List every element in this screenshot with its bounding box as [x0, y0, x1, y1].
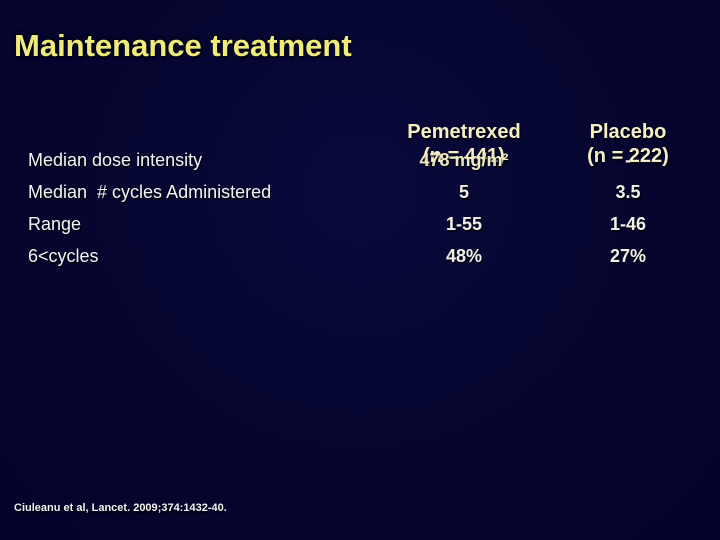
cell-pemetrexed-dose-intensity: 478 mg/m² [419, 150, 509, 170]
slide-title: Maintenance treatment [14, 28, 352, 63]
cell-pemetrexed-median-cycles: 5 [458, 182, 469, 202]
table-header-placebo: Placebo (n = 222) [548, 112, 708, 180]
column-header-n: (n = 222) [587, 145, 669, 167]
row-label-median-dose-intensity: Median dose intensity [28, 150, 203, 170]
cell-pemetrexed-six-plus-cycles: 48% [445, 246, 483, 266]
cell-placebo-dose-intensity: - [625, 150, 631, 170]
citation-text: Ciuleanu et al, Lancet. 2009;374:1432-40… [14, 502, 227, 514]
cell-pemetrexed-range: 1-55 [445, 214, 483, 234]
cell-placebo-median-cycles: 3.5 [615, 182, 641, 202]
row-label-six-plus-cycles: 6<cycles [28, 246, 99, 266]
results-table: Pemetrexed (n = 441) Placebo (n = 222) M… [28, 112, 708, 272]
row-label-range: Range [28, 214, 82, 234]
column-header-name: Pemetrexed [407, 121, 521, 143]
row-label-median-cycles: Median # cycles Administered [28, 182, 272, 202]
cell-placebo-six-plus-cycles: 27% [609, 246, 647, 266]
table-header-pemetrexed: Pemetrexed (n = 441) [380, 112, 548, 180]
column-header-n: (n = 441) [423, 145, 505, 167]
column-header-name: Placebo [589, 121, 667, 143]
cell-placebo-range: 1-46 [609, 214, 647, 234]
